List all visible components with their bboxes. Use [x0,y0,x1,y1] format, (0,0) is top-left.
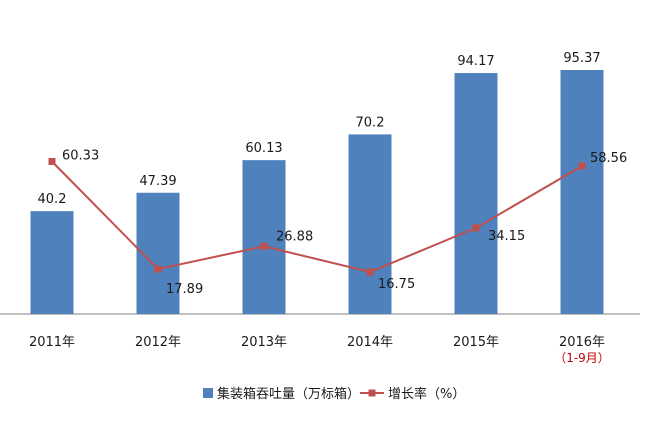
growth-rate-line [51,160,583,274]
growth-rate-value-label: 58.56 [590,151,627,166]
legend-bar-label: 集装箱吞吐量（万标箱） [217,386,360,402]
growth-rate-marker [48,158,56,165]
line-layer [48,158,586,276]
bar-value-label: 40.2 [38,192,67,207]
growth-rate-value-label: 16.75 [378,277,415,292]
bar-value-label: 70.2 [356,115,385,130]
growth-rate-value-label: 26.88 [276,229,313,244]
growth-rate-marker [260,242,268,250]
bar-2015 [454,73,498,314]
growth-rate-value-label: 34.15 [488,229,525,244]
growth-rate-value-label: 60.33 [62,149,99,164]
growth-rate-marker [366,268,374,276]
labels-layer: 40.2 47.39 60.13 70.2 94.17 95.37 60.33 17.89 26… [38,51,628,297]
legend-bar-swatch [203,388,213,398]
growth-rate-value-label: 17.89 [166,282,203,297]
x-tick-note: （1-9月） [554,351,610,365]
bar-2014 [348,134,392,314]
x-tick-label: 2013年 [241,335,287,350]
bar-value-label: 47.39 [139,174,176,189]
growth-rate-marker [472,224,480,232]
x-tick-label: 2014年 [347,335,393,350]
legend: 集装箱吞吐量（万标箱） 增长率（%） [203,386,465,402]
bar-value-label: 94.17 [457,54,494,69]
bar-2011 [30,211,74,314]
bar-2013 [242,160,286,314]
bar-value-label: 60.13 [245,141,282,156]
x-tick-label: 2012年 [135,335,181,350]
bars-layer [30,70,604,314]
x-tick-label: 2016年 [559,335,605,350]
bar-2016 [560,70,604,314]
bar-value-label: 95.37 [563,51,600,66]
x-tick-label: 2011年 [29,335,75,350]
legend-line-label: 增长率（%） [388,386,465,402]
category-labels-layer: 2011年 2012年 2013年 2014年 2015年 2016年（1-9月） [29,335,610,365]
growth-rate-marker [578,162,586,170]
growth-rate-marker [154,265,162,273]
x-tick-label: 2015年 [453,335,499,350]
legend-line-swatch-marker [368,389,376,397]
